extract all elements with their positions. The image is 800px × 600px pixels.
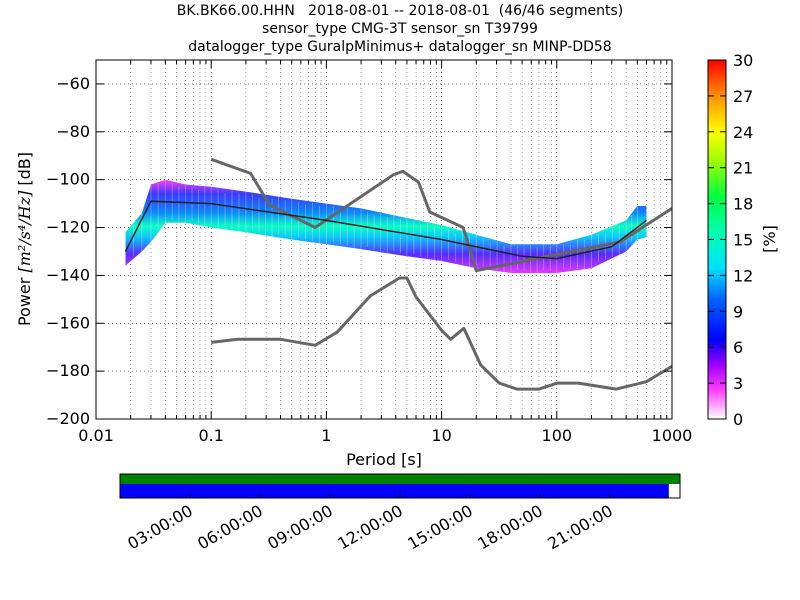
y-tick-label: −160	[46, 313, 90, 332]
y-axis-label-units: [m²/s⁴/Hz]	[15, 190, 34, 273]
timeline-tick-label: 06:00:00	[194, 501, 266, 553]
x-tick-label: 10	[431, 426, 451, 445]
timeline-bottom-coverage	[120, 484, 669, 498]
colorbar-tick-label: 15	[733, 231, 753, 250]
timeline-tick-label: 12:00:00	[334, 501, 406, 553]
timeline-tick-label: 03:00:00	[124, 501, 196, 553]
x-tick-label: 1	[321, 426, 331, 445]
timeline-tick-label: 09:00:00	[264, 501, 336, 553]
y-tick-label: −80	[56, 122, 90, 141]
colorbar-ticks: 0 3 6 9 12 15 18 21 24 27 30	[708, 51, 753, 429]
y-tick-label: −180	[46, 361, 90, 380]
x-tick-label: 1000	[652, 426, 693, 445]
x-axis-label: Period [s]	[346, 450, 422, 469]
model-lines	[124, 157, 672, 391]
colorbar-tick-label: 6	[733, 338, 743, 357]
colorbar-tick-label: 9	[733, 302, 743, 321]
colorbar-tick-label: 0	[733, 410, 743, 429]
axes-frame	[95, 59, 673, 420]
colorbar-tick-label: 18	[733, 195, 753, 214]
timeline-tick-label: 15:00:00	[404, 501, 476, 553]
y-tick-label: −140	[46, 265, 90, 284]
y-axis-label-suffix: [dB]	[15, 152, 34, 191]
noise-model-nhnm	[210, 157, 672, 273]
psd-band	[125, 179, 647, 274]
colorbar-label: [%]	[760, 225, 779, 253]
title-line-2: sensor_type CMG-3T sensor_sn T39799	[262, 21, 538, 37]
timeline-ticks: 03:00:0006:00:0009:00:0012:00:0015:00:00…	[124, 493, 616, 553]
y-axis-label: Power [m²/s⁴/Hz] [dB]	[15, 152, 34, 326]
noise-model-nlnm	[211, 276, 672, 391]
colorbar-tick-label: 12	[733, 266, 753, 285]
y-tick-label: −60	[56, 74, 90, 93]
y-axis-label-prefix: Power	[15, 273, 34, 326]
y-tick-label: −100	[46, 170, 90, 189]
mean-psd-line	[124, 200, 647, 260]
timeline-tick-label: 18:00:00	[474, 501, 546, 553]
colorbar-tick-label: 3	[733, 374, 743, 393]
colorbar-tick-label: 30	[733, 51, 753, 70]
colorbar-tick-label: 27	[733, 87, 753, 106]
y-axis-ticks: −200 −180 −160 −140 −120 −100 −80 −60	[46, 74, 672, 428]
colorbar-tick-label: 24	[733, 123, 753, 142]
chart-title: BK.BK66.00.HHN 2018-08-01 -- 2018-08-01 …	[0, 2, 800, 56]
timeline-top-coverage	[120, 474, 680, 484]
y-tick-label: −120	[46, 218, 90, 237]
colorbar-tick-label: 21	[733, 159, 753, 178]
title-line-1: BK.BK66.00.HHN 2018-08-01 -- 2018-08-01 …	[176, 3, 624, 19]
timeline-bar	[119, 473, 681, 499]
x-tick-label: 0.1	[198, 426, 223, 445]
psd-band-area	[125, 179, 647, 273]
y-tick-label: −200	[46, 409, 90, 428]
x-axis-ticks: 0.01 0.1 1 10 100 1000	[78, 60, 692, 445]
title-line-3: datalogger_type GuralpMinimus+ datalogge…	[188, 39, 612, 55]
timeline-tick-label: 21:00:00	[544, 501, 616, 553]
x-tick-label: 100	[542, 426, 573, 445]
x-tick-label: 0.01	[78, 426, 114, 445]
